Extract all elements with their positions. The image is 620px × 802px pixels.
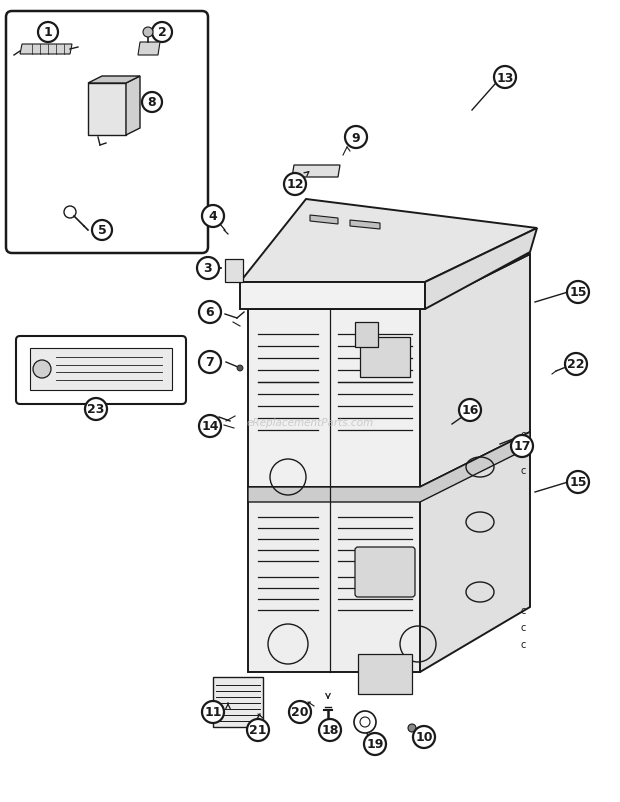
FancyBboxPatch shape — [355, 547, 415, 597]
Circle shape — [199, 415, 221, 437]
Circle shape — [284, 174, 306, 196]
Polygon shape — [213, 677, 263, 727]
Circle shape — [364, 733, 386, 755]
Circle shape — [197, 257, 219, 280]
Circle shape — [345, 127, 367, 149]
Text: 23: 23 — [87, 403, 105, 416]
Circle shape — [143, 28, 153, 38]
Polygon shape — [355, 322, 378, 347]
Text: 12: 12 — [286, 178, 304, 191]
Text: 15: 15 — [569, 476, 587, 489]
Circle shape — [199, 302, 221, 323]
Text: 3: 3 — [204, 262, 212, 275]
Polygon shape — [248, 432, 530, 502]
FancyBboxPatch shape — [16, 337, 186, 404]
Text: c: c — [520, 429, 526, 439]
Text: 21: 21 — [249, 723, 267, 736]
Text: 2: 2 — [157, 26, 166, 39]
Polygon shape — [420, 255, 530, 488]
Circle shape — [152, 23, 172, 43]
Circle shape — [92, 221, 112, 241]
Circle shape — [202, 701, 224, 723]
Circle shape — [319, 719, 341, 741]
Text: 8: 8 — [148, 96, 156, 109]
Polygon shape — [310, 216, 338, 225]
Circle shape — [38, 23, 58, 43]
Circle shape — [494, 67, 516, 89]
Polygon shape — [88, 77, 140, 84]
Circle shape — [565, 354, 587, 375]
Polygon shape — [225, 260, 243, 282]
Text: 19: 19 — [366, 738, 384, 751]
Circle shape — [459, 399, 481, 422]
Text: 6: 6 — [206, 306, 215, 319]
Polygon shape — [126, 77, 140, 136]
Text: c: c — [520, 448, 526, 457]
Circle shape — [199, 351, 221, 374]
Text: c: c — [520, 622, 526, 632]
Circle shape — [413, 726, 435, 748]
Polygon shape — [88, 84, 126, 136]
Polygon shape — [350, 221, 380, 229]
Polygon shape — [248, 310, 420, 488]
Circle shape — [408, 724, 416, 732]
Text: 7: 7 — [206, 356, 215, 369]
Circle shape — [567, 472, 589, 493]
Text: 22: 22 — [567, 358, 585, 371]
Text: 16: 16 — [461, 404, 479, 417]
Text: 14: 14 — [202, 420, 219, 433]
Text: 20: 20 — [291, 706, 309, 719]
Circle shape — [289, 701, 311, 723]
Polygon shape — [358, 654, 412, 695]
Polygon shape — [248, 488, 420, 672]
Text: eReplacementParts.com: eReplacementParts.com — [246, 418, 374, 427]
Polygon shape — [138, 43, 160, 56]
Polygon shape — [20, 45, 72, 55]
Polygon shape — [425, 229, 537, 310]
Text: c: c — [520, 606, 526, 615]
FancyBboxPatch shape — [6, 12, 208, 253]
Text: 17: 17 — [513, 440, 531, 453]
Text: 18: 18 — [321, 723, 339, 736]
Circle shape — [85, 399, 107, 420]
Circle shape — [567, 282, 589, 304]
Text: 11: 11 — [204, 706, 222, 719]
Polygon shape — [248, 227, 530, 310]
Polygon shape — [240, 200, 537, 282]
Text: 13: 13 — [497, 71, 514, 84]
Polygon shape — [30, 349, 172, 391]
Text: c: c — [520, 639, 526, 649]
Text: 15: 15 — [569, 286, 587, 299]
Text: 10: 10 — [415, 731, 433, 743]
Circle shape — [33, 361, 51, 379]
Polygon shape — [292, 166, 340, 178]
Circle shape — [237, 366, 243, 371]
Polygon shape — [358, 553, 412, 592]
Circle shape — [202, 206, 224, 228]
Text: c: c — [520, 465, 526, 476]
Circle shape — [511, 435, 533, 457]
Text: 9: 9 — [352, 132, 360, 144]
Polygon shape — [420, 432, 530, 672]
Text: 4: 4 — [208, 210, 218, 223]
Circle shape — [142, 93, 162, 113]
Text: 1: 1 — [43, 26, 52, 39]
Polygon shape — [240, 282, 425, 310]
Text: 5: 5 — [97, 225, 107, 237]
Circle shape — [247, 719, 269, 741]
Polygon shape — [360, 338, 410, 378]
